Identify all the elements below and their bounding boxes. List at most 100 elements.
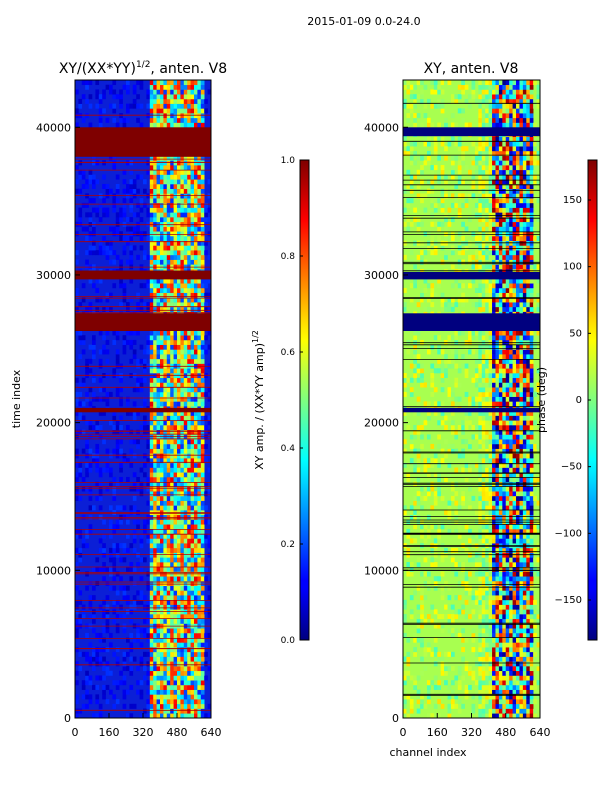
heatmap-cell (190, 292, 195, 298)
heatmap-cell (447, 684, 452, 690)
heatmap-cell (207, 585, 211, 591)
heatmap-cell (180, 614, 185, 620)
heatmap-cell (115, 547, 120, 553)
heatmap-cell (180, 396, 185, 402)
heatmap-cell (98, 377, 103, 383)
heatmap-cell (478, 495, 483, 501)
heatmap-cell (153, 207, 157, 213)
heatmap-cell (160, 202, 164, 208)
heatmap-cell (129, 202, 134, 208)
heatmap-cell (481, 623, 486, 629)
heatmap-cell (163, 169, 168, 175)
heatmap-cell (495, 538, 500, 544)
heatmap-cell (132, 226, 137, 232)
heatmap-cell (173, 486, 178, 492)
heatmap-cell (200, 297, 205, 303)
heatmap-cell (526, 562, 531, 568)
heatmap-cell (522, 576, 527, 582)
heatmap-cell (509, 510, 513, 516)
heatmap-cell (512, 623, 517, 629)
heatmap-cell (177, 396, 181, 402)
heatmap-cell (423, 420, 428, 426)
heatmap-cell (190, 117, 195, 123)
heatmap-cell (509, 576, 513, 582)
heatmap-cell (461, 703, 465, 709)
heatmap-cell (139, 481, 144, 487)
heatmap-cell (509, 708, 513, 714)
heatmap-cell (75, 632, 79, 638)
heatmap-cell (180, 533, 185, 539)
heatmap-cell (160, 472, 164, 478)
heatmap-cell (488, 694, 493, 700)
heatmap-cell (173, 283, 178, 289)
heatmap-cell (163, 505, 168, 511)
heatmap-cell (440, 552, 445, 558)
heatmap-cell (200, 500, 205, 506)
heatmap-cell (519, 538, 524, 544)
heatmap-cell (194, 434, 198, 440)
heatmap-cell (190, 453, 195, 459)
heatmap-cell (536, 500, 540, 506)
heatmap-cell (156, 387, 161, 393)
heatmap-cell (461, 562, 465, 568)
heatmap-cell (163, 429, 168, 435)
heatmap-cell (481, 434, 486, 440)
heatmap-cell (180, 302, 185, 308)
heatmap-cell (143, 429, 147, 435)
heatmap-cell (519, 429, 524, 435)
heatmap-cell (156, 254, 161, 260)
heatmap-cell (495, 486, 500, 492)
heatmap-cell (197, 533, 202, 539)
heatmap-cell (516, 670, 520, 676)
heatmap-cell (160, 155, 164, 161)
heatmap-cell (92, 595, 96, 601)
heatmap-cell (200, 221, 205, 227)
heatmap-cell (143, 202, 147, 208)
heatmap-cell (136, 439, 140, 445)
heatmap-cell (197, 188, 202, 194)
heatmap-cell (519, 500, 524, 506)
heatmap-cell (160, 292, 164, 298)
heatmap-cell (200, 680, 205, 686)
heatmap-cell (512, 500, 517, 506)
heatmap-cell (526, 505, 531, 511)
heatmap-cell (194, 207, 198, 213)
heatmap-cell (498, 703, 503, 709)
heatmap-cell (122, 703, 127, 709)
heatmap-cell (433, 623, 438, 629)
heatmap-cell (194, 259, 198, 265)
heatmap-cell (194, 680, 198, 686)
heatmap-cell (526, 656, 531, 662)
heatmap-cell (194, 226, 198, 232)
heatmap-cell (403, 472, 407, 478)
heatmap-cell (464, 576, 469, 582)
heatmap-cell (95, 462, 100, 468)
heatmap-cell (163, 335, 168, 341)
heatmap-cell (149, 335, 154, 341)
heatmap-cell (519, 694, 524, 700)
heatmap-cell (481, 439, 486, 445)
heatmap-cell (505, 524, 510, 530)
heatmap-cell (481, 547, 486, 553)
heatmap-cell (126, 533, 130, 539)
heatmap-cell (129, 439, 134, 445)
heatmap-cell (190, 424, 195, 431)
heatmap-cell (163, 424, 168, 431)
heatmap-cell (207, 533, 211, 539)
heatmap-cell (509, 651, 513, 657)
heatmap-cell (153, 599, 157, 605)
heatmap-cell (183, 283, 188, 289)
heatmap-cell (177, 543, 181, 549)
heatmap-cell (190, 420, 195, 426)
heatmap-cell (204, 661, 208, 667)
heatmap-cell (177, 344, 181, 350)
heatmap-cell (183, 500, 188, 506)
heatmap-cell (426, 647, 431, 653)
heatmap-cell (516, 618, 520, 624)
heatmap-cell (416, 557, 421, 563)
heatmap-cell (163, 387, 168, 393)
heatmap-cell (495, 571, 500, 577)
heatmap-cell (183, 117, 188, 123)
heatmap-cell (207, 193, 211, 199)
heatmap-cell (153, 415, 157, 421)
